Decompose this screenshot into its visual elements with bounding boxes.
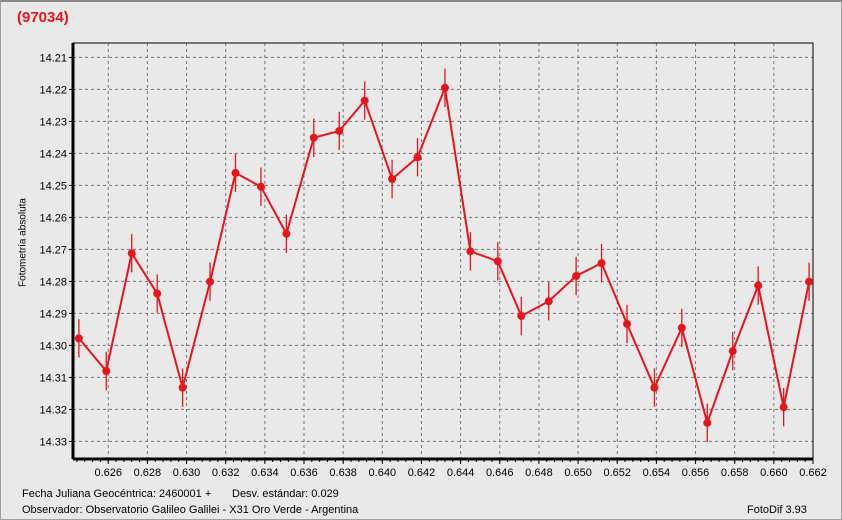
y-tick-label: 14.23 bbox=[39, 116, 67, 128]
x-tick-label: 0.632 bbox=[212, 467, 240, 479]
x-tick-label: 0.656 bbox=[682, 467, 710, 479]
x-tick-label: 0.634 bbox=[251, 467, 279, 479]
data-point bbox=[388, 175, 397, 183]
data-point bbox=[206, 277, 215, 286]
x-tick-label: 0.640 bbox=[369, 467, 397, 479]
y-tick-label: 14.22 bbox=[39, 84, 67, 96]
software-version: FotoDif 3.93 bbox=[747, 504, 807, 516]
y-tick-label: 14.24 bbox=[39, 148, 67, 160]
julian-date-label: Fecha Juliana Geocéntrica: 2460001 + bbox=[22, 488, 212, 500]
x-tick-label: 0.636 bbox=[290, 467, 318, 479]
x-tick-label: 0.654 bbox=[643, 467, 671, 479]
x-tick-label: 0.646 bbox=[486, 467, 514, 479]
x-tick-label: 0.658 bbox=[721, 467, 749, 479]
x-tick-label: 0.662 bbox=[799, 467, 827, 479]
x-tick-label: 0.626 bbox=[94, 467, 122, 479]
x-tick-label: 0.660 bbox=[760, 467, 788, 479]
data-point bbox=[572, 271, 581, 280]
y-tick-label: 14.26 bbox=[39, 212, 67, 224]
y-tick-label: 14.29 bbox=[39, 308, 67, 320]
data-point bbox=[309, 133, 318, 142]
y-tick-label: 14.33 bbox=[39, 436, 67, 448]
data-point bbox=[779, 403, 788, 412]
x-tick-label: 0.650 bbox=[564, 467, 592, 479]
data-point bbox=[466, 247, 475, 256]
std-dev-label: Desv. estándar: 0.029 bbox=[232, 488, 339, 500]
data-point bbox=[754, 281, 763, 290]
data-point bbox=[597, 259, 606, 268]
x-tick-label: 0.652 bbox=[603, 467, 631, 479]
data-point bbox=[650, 383, 659, 392]
series-line bbox=[78, 84, 811, 427]
chart-title: (97034) bbox=[17, 9, 69, 26]
data-point bbox=[728, 347, 737, 356]
data-point bbox=[623, 319, 632, 328]
data-point bbox=[178, 383, 187, 392]
data-point bbox=[256, 182, 265, 191]
x-tick-label: 0.648 bbox=[525, 467, 553, 479]
data-point bbox=[127, 249, 136, 258]
y-tick-label: 14.27 bbox=[39, 244, 67, 256]
data-point bbox=[517, 311, 526, 320]
data-point bbox=[677, 323, 686, 332]
plot-border bbox=[72, 42, 814, 460]
data-point bbox=[282, 229, 291, 238]
data-point bbox=[805, 277, 814, 286]
y-tick-label: 14.30 bbox=[39, 340, 67, 352]
data-point bbox=[231, 168, 240, 177]
x-tick-label: 0.630 bbox=[173, 467, 201, 479]
data-point bbox=[703, 418, 712, 427]
data-point bbox=[335, 127, 344, 135]
y-tick-label: 14.21 bbox=[39, 52, 67, 64]
data-point bbox=[360, 96, 369, 105]
data-point bbox=[102, 367, 111, 375]
observer-label: Observador: Observatorio Galileo Galilei… bbox=[22, 504, 359, 516]
x-tick-label: 0.628 bbox=[134, 467, 162, 479]
data-point bbox=[544, 297, 553, 306]
y-tick-label: 14.25 bbox=[39, 180, 67, 192]
x-tick-label: 0.638 bbox=[329, 467, 357, 479]
y-tick-label: 14.32 bbox=[39, 404, 67, 416]
x-tick-label: 0.644 bbox=[447, 467, 475, 479]
data-point bbox=[153, 289, 162, 298]
data-point bbox=[493, 257, 502, 266]
y-tick-label: 14.31 bbox=[39, 372, 67, 384]
data-point bbox=[440, 83, 449, 92]
data-point bbox=[74, 334, 83, 343]
data-point bbox=[413, 153, 422, 162]
x-tick-label: 0.642 bbox=[408, 467, 436, 479]
y-tick-label: 14.28 bbox=[39, 276, 67, 288]
